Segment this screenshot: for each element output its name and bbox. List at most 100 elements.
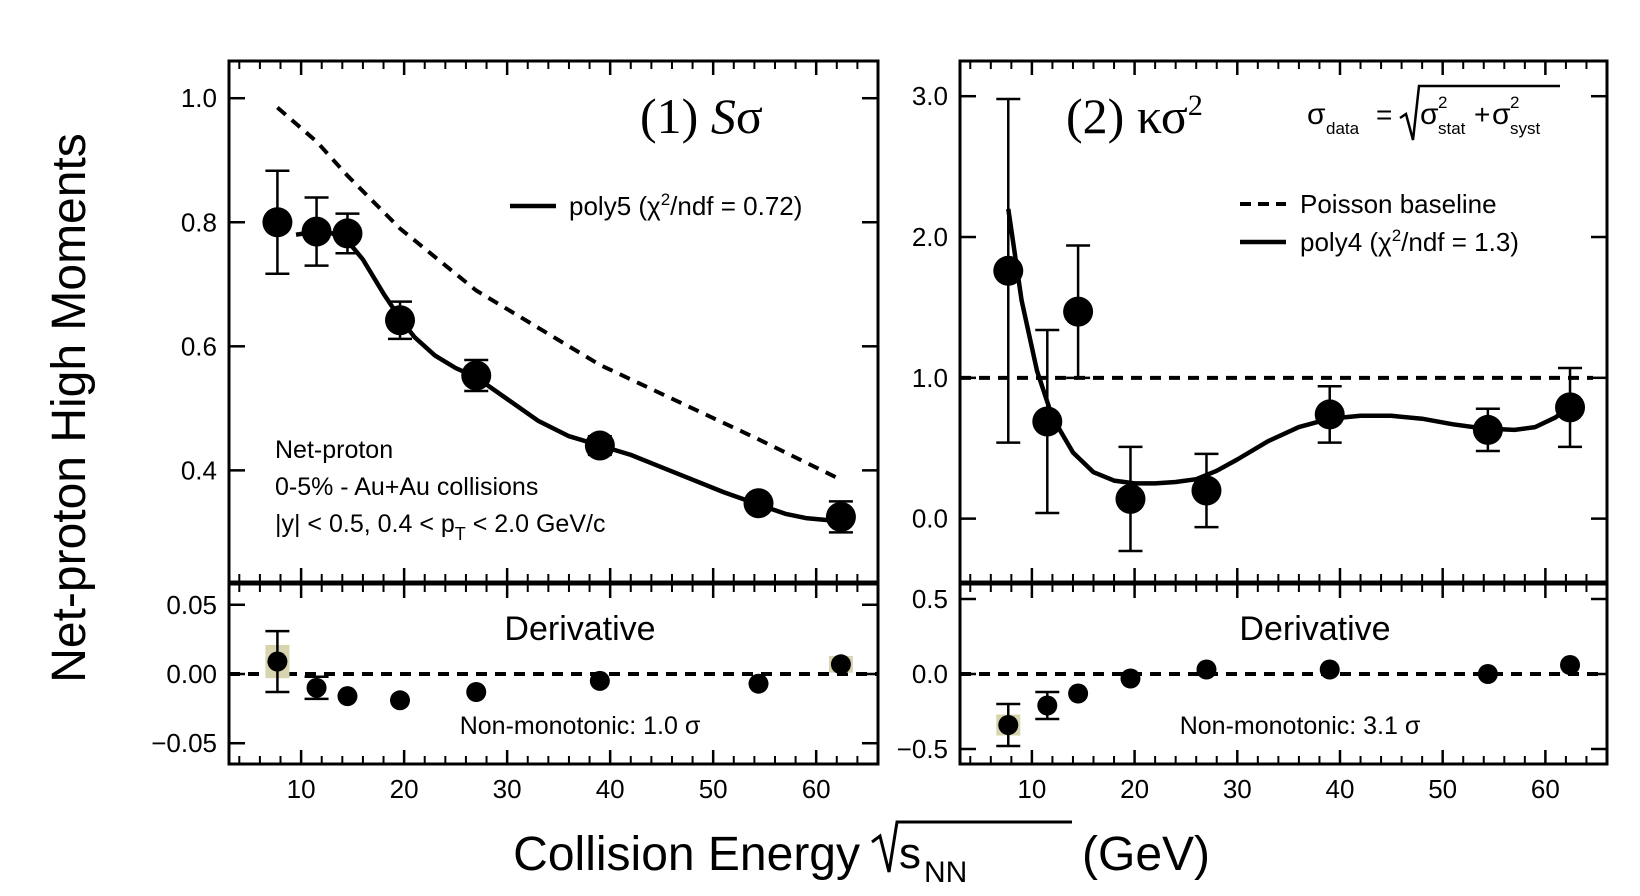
p2d-data-point	[1560, 655, 1581, 675]
p2d-xtick-label: 30	[1223, 774, 1252, 804]
x-axis-label-base: s	[899, 829, 921, 878]
p2d-data-point	[1319, 659, 1340, 680]
panel-skewness-plot	[262, 105, 856, 534]
formula-term2-sup: 2	[1510, 93, 1519, 112]
sigma-data-formula: σ data = σ 2 stat + σ 2 syst	[1307, 84, 1560, 141]
panel-skewness-title: (1) Sσ	[640, 88, 763, 144]
panel-skewness-title-num: (1)	[640, 88, 698, 144]
p2-data-point	[1032, 406, 1063, 437]
p2d-ytick-label: −0.5	[897, 734, 948, 764]
derivative2-note: Non-monotonic: 3.1 σ	[1180, 712, 1421, 740]
derivative1-title: Derivative	[504, 610, 655, 648]
x-axis-label-sub: NN	[924, 856, 967, 889]
formula-term1: σ	[1420, 98, 1439, 131]
legend-fit1-prefix: poly5 (χ	[569, 191, 661, 221]
p2d-xtick-label: 60	[1531, 774, 1560, 804]
p2d-data-point	[1196, 659, 1217, 680]
legend-fit1-suffix: /ndf = 0.72)	[670, 191, 802, 221]
y-axis-label: Net-proton High Moments	[43, 133, 96, 683]
p1d-ytick-label: 0.00	[166, 659, 217, 689]
x-axis-label-unit: (GeV)	[1082, 828, 1210, 881]
p1d-ytick-label: −0.05	[151, 728, 217, 758]
formula-term2: σ	[1492, 98, 1511, 131]
p1-ytick-label: 0.6	[181, 331, 217, 361]
note-line3: |y| < 0.5, 0.4 < pT < 2.0 GeV/c	[275, 510, 605, 544]
panel-kurtosis-title-sup: 2	[1188, 89, 1203, 122]
panel-skewness-derivative-plot	[229, 629, 878, 711]
formula-term2-sub: syst	[1510, 119, 1541, 138]
legend-fit2-prefix: poly4 (χ	[1300, 227, 1392, 257]
p1-ytick-label: 0.4	[181, 455, 217, 485]
panel-kurtosis-derivative: −0.5 0.0 0.5 10 20 30 40 50 60 Derivative Non-m…	[897, 582, 1609, 804]
p1-data-point	[743, 488, 774, 519]
p2-data-point	[1115, 483, 1146, 514]
panel-skewness-derivative: −0.05 0.00 0.05 10 20 30 40 50 60 Derivative No…	[151, 582, 880, 804]
p2d-data-point	[998, 715, 1019, 735]
p1d-xtick-label: 40	[596, 774, 625, 804]
panel-skewness-derivative-xticks: 10 20 30 40 50 60	[238, 584, 859, 804]
p2d-ytick-label: 0.5	[912, 584, 948, 614]
p2-ytick-label: 1.0	[912, 363, 948, 393]
derivative2-title: Derivative	[1239, 610, 1390, 648]
p2d-data-point	[1068, 683, 1089, 704]
panel-kurtosis-xticks	[969, 61, 1588, 582]
p2-data-point	[1063, 296, 1094, 327]
note-line3-sub: T	[455, 524, 466, 544]
formula-term1-sub: stat	[1438, 119, 1466, 138]
legend-fit2-suffix: /ndf = 1.3)	[1401, 227, 1519, 257]
panel-kurtosis: 0.01.02.03.0 (2) κσ2 σ data = σ 2 stat +…	[912, 59, 1609, 584]
p1d-data-point	[466, 682, 487, 702]
p2-ytick-label: 2.0	[912, 222, 948, 252]
p2d-ytick-label: 0.0	[912, 659, 948, 689]
p2-data-point	[1472, 414, 1503, 445]
p1d-data-point	[589, 670, 610, 691]
panel-kurtosis-derivative-yticks: −0.5 0.0 0.5	[897, 584, 1607, 764]
panel-kurtosis-title-sym: κσ	[1137, 88, 1188, 144]
p2d-xtick-label: 10	[1017, 774, 1046, 804]
formula-plus: +	[1474, 99, 1490, 130]
legend-baseline2-label: Poisson baseline	[1300, 189, 1497, 219]
panel-skewness-title-sym: S	[711, 88, 736, 144]
panel-kurtosis-frame	[958, 59, 1609, 584]
legend-fit1-label: poly5 (χ2/ndf = 0.72)	[569, 190, 802, 221]
p2-data-point	[1555, 392, 1586, 423]
panel-kurtosis-title: (2) κσ2	[1066, 88, 1203, 144]
p1-data-point	[825, 501, 856, 532]
panel-kurtosis-title-num: (2)	[1066, 88, 1124, 144]
x-axis-label-prefix: Collision Energy	[513, 828, 860, 881]
p2-data-point	[1314, 399, 1345, 430]
p2-data-point	[1191, 475, 1222, 506]
panel-kurtosis-yticks: 0.0 1.0 2.0 3.0	[912, 81, 1607, 534]
panel-skewness-derivative-frame	[227, 582, 880, 766]
p2-ytick-label: 3.0	[912, 81, 948, 111]
p1d-xtick-label: 20	[390, 774, 419, 804]
panel-skewness-title-sigma: σ	[736, 88, 763, 144]
panel-kurtosis-derivative-plot	[960, 655, 1607, 748]
p1d-data-point	[830, 654, 851, 675]
p1-data-point	[262, 207, 293, 238]
p1d-data-point	[337, 686, 358, 707]
p1-data-point	[332, 218, 363, 249]
panel-kurtosis-derivative-frame	[958, 582, 1609, 766]
p1-data-point	[461, 360, 492, 391]
legend-fit1-sup: 2	[661, 190, 670, 209]
p1d-xtick-label: 30	[493, 774, 522, 804]
p2d-data-point	[1037, 695, 1058, 716]
p2-ytick-label: 0.0	[912, 504, 948, 534]
panel-kurtosis-derivative-xticks: 10 20 30 40 50 60	[969, 584, 1588, 804]
p1d-data-point	[390, 690, 411, 711]
p1-data-point	[385, 305, 416, 336]
p1d-xtick-label: 50	[699, 774, 728, 804]
legend-fit2-label: poly4 (χ2/ndf = 1.3)	[1300, 226, 1519, 257]
panel-skewness-frame	[227, 59, 880, 584]
p1d-data-point	[306, 677, 327, 698]
panel-skewness-yticks: 0.4 0.6 0.8 1.0	[181, 83, 878, 485]
formula-lhs: σ	[1307, 98, 1326, 131]
p2d-xtick-label: 50	[1428, 774, 1457, 804]
legend-fit2-sup: 2	[1392, 226, 1401, 245]
note-line1: Net-proton	[275, 436, 393, 464]
p2-data-point	[993, 255, 1024, 286]
p1d-xtick-label: 10	[287, 774, 316, 804]
p1-ytick-label: 0.8	[181, 207, 217, 237]
